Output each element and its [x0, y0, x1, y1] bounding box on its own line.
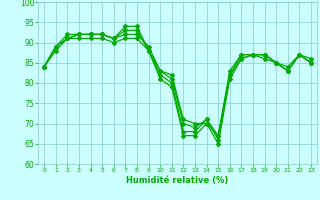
X-axis label: Humidité relative (%): Humidité relative (%)	[126, 176, 229, 185]
